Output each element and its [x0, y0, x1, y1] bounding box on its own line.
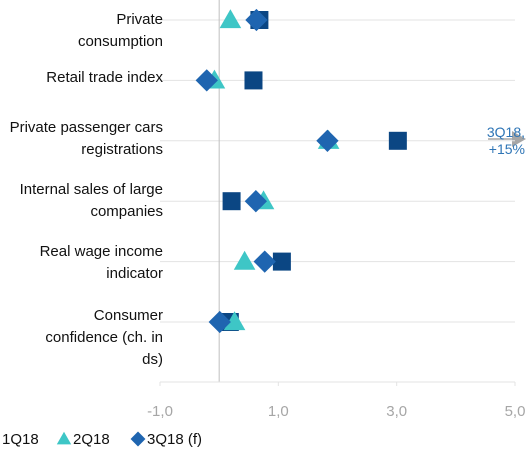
- arrow-head: [512, 131, 526, 147]
- legend-label: 3Q18 (f): [147, 431, 202, 448]
- marker-square: [272, 252, 291, 271]
- x-tick-label: 5,0: [505, 403, 526, 420]
- category-label: Real wage income indicator: [39, 243, 163, 282]
- marker-square: [244, 71, 263, 90]
- marker-triangle: [219, 9, 242, 29]
- marker-diamond: [195, 69, 218, 92]
- marker-triangle: [223, 311, 246, 331]
- marker-diamond: [316, 129, 339, 152]
- category-label: Private consumption: [77, 11, 163, 50]
- marker-triangle: [56, 431, 72, 445]
- marker-diamond: [244, 190, 268, 213]
- legend-label: 2Q18: [73, 431, 110, 448]
- annotation: 3Q18, +15%: [486, 124, 525, 157]
- x-tick-label: 3,0: [386, 403, 407, 420]
- marker-diamond: [253, 250, 276, 273]
- marker-diamond: [245, 8, 268, 32]
- marker-triangle: [233, 250, 256, 270]
- marker-diamond: [130, 431, 146, 447]
- category-label: Private passenger cars registrations: [9, 119, 163, 158]
- category-label: Consumer confidence (ch. in ds): [45, 307, 163, 368]
- legend-label: 1Q18: [2, 431, 39, 448]
- category-label: Retail trade index: [46, 69, 163, 86]
- marker-diamond: [208, 310, 231, 334]
- category-label: Internal sales of large companies: [19, 181, 163, 220]
- x-tick-label: 1,0: [268, 403, 289, 420]
- x-tick-label: -1,0: [147, 403, 173, 420]
- marker-square: [222, 192, 241, 211]
- marker-square: [388, 131, 407, 150]
